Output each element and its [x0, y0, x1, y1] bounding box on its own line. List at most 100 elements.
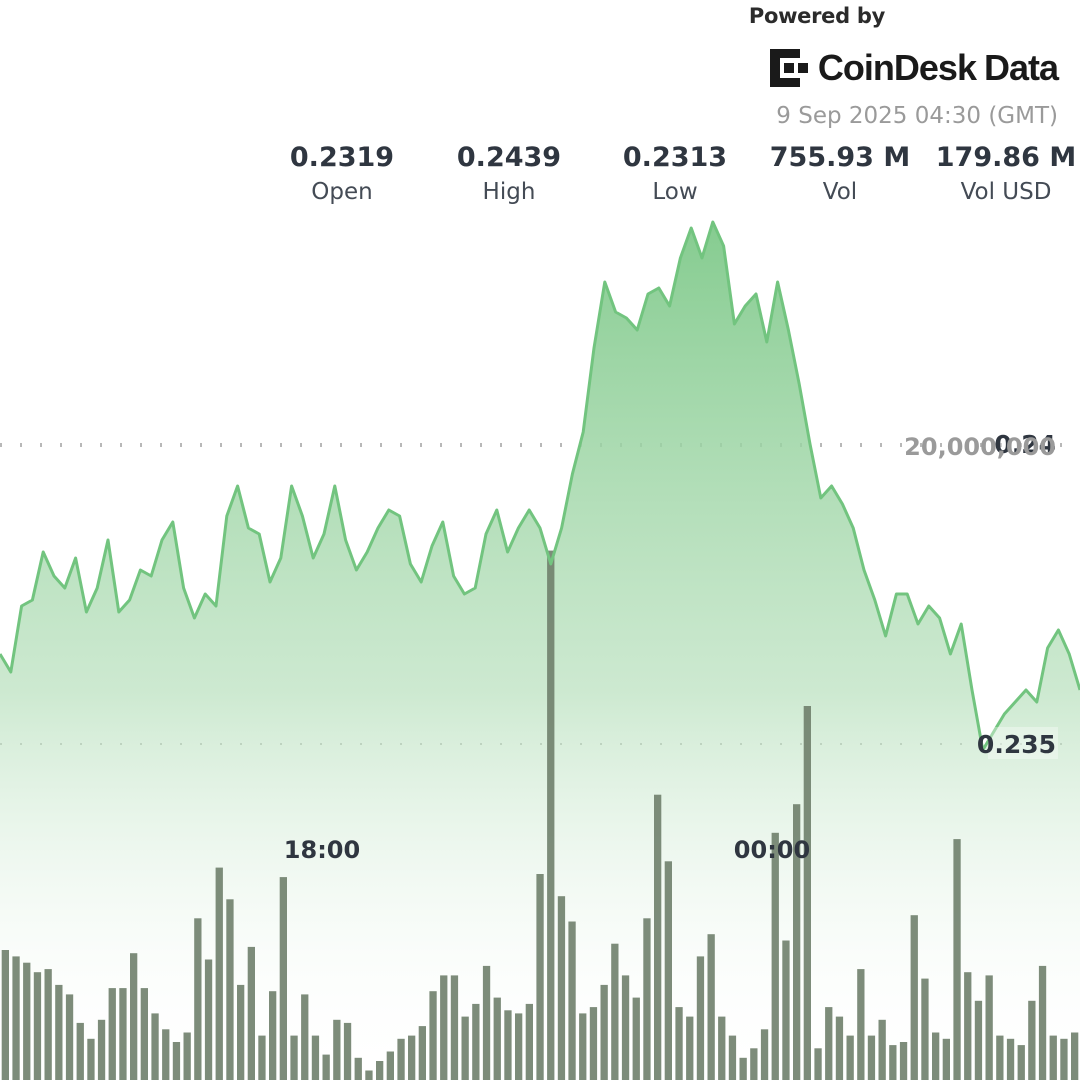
volume-bar — [140, 988, 148, 1080]
volume-bar — [33, 972, 42, 1080]
volume-bar — [696, 956, 705, 1080]
volume-bar — [643, 918, 651, 1080]
volume-bar — [194, 918, 202, 1080]
volume-bar — [760, 1029, 769, 1080]
volume-bar — [803, 706, 811, 1080]
volume-bar — [793, 804, 801, 1080]
volume-bar — [12, 956, 20, 1080]
volume-bar — [440, 975, 448, 1080]
volume-bar — [162, 1029, 170, 1080]
volume-bar — [899, 1042, 908, 1080]
volume-bar — [354, 1057, 362, 1080]
volume-bar — [515, 1013, 523, 1080]
time-axis-label: 18:00 — [284, 836, 360, 864]
volume-bar — [964, 972, 972, 1080]
volume-bar — [322, 1054, 330, 1080]
volume-tick-label: 20,000,000 — [904, 433, 1056, 461]
time-axis-label: 00:00 — [734, 836, 810, 864]
volume-bar — [867, 1035, 876, 1080]
volume-bar — [408, 1035, 416, 1080]
stat-vol-label: Vol — [822, 179, 858, 205]
volume-bar — [226, 899, 234, 1080]
volume-bar — [974, 1000, 983, 1080]
volume-bar — [985, 975, 993, 1080]
volume-bar — [301, 994, 309, 1080]
stat-low-label: Low — [652, 179, 698, 205]
brand-name: CoinDesk Data — [817, 47, 1059, 89]
volume-bar — [942, 1038, 950, 1080]
volume-bar — [654, 794, 662, 1080]
volume-bar — [600, 984, 608, 1080]
volume-bars — [1, 550, 1079, 1080]
volume-bar — [1071, 1032, 1079, 1080]
volume-bar — [568, 921, 576, 1080]
volume-bar — [183, 1032, 191, 1080]
stat-low: 0.2313 Low — [623, 142, 727, 205]
volume-bar — [151, 1013, 159, 1080]
volume-bar — [707, 934, 715, 1080]
volume-bar — [771, 832, 779, 1080]
stat-vol-value: 755.93 M — [769, 142, 911, 173]
stat-vol: 755.93 M Vol — [770, 142, 910, 205]
coindesk-data-logo[interactable]: CoinDesk Data — [768, 46, 1059, 90]
timestamp: 9 Sep 2025 04:30 (GMT) — [776, 103, 1058, 129]
stat-low-value: 0.2313 — [622, 142, 728, 173]
volume-bar — [857, 969, 865, 1080]
volume-bar — [675, 1007, 683, 1080]
volume-bar — [55, 984, 63, 1080]
volume-bar — [1060, 1038, 1068, 1080]
coindesk-logo-icon — [769, 49, 808, 87]
stat-high-label: High — [482, 179, 536, 205]
volume-bar — [119, 988, 127, 1080]
volume-bar — [996, 1035, 1004, 1080]
stat-open: 0.2319 Open — [290, 142, 394, 205]
volume-bar — [44, 969, 52, 1080]
volume-bar — [1038, 965, 1047, 1080]
volume-bar — [108, 988, 116, 1080]
volume-bar — [953, 839, 961, 1080]
volume-bar — [1017, 1045, 1025, 1080]
volume-bar — [461, 1016, 469, 1080]
volume-bar — [1006, 1038, 1015, 1080]
volume-bar — [739, 1057, 747, 1080]
volume-bar — [87, 1038, 95, 1080]
stat-open-value: 0.2319 — [289, 142, 395, 173]
powered-by-text: Powered by — [748, 4, 885, 28]
price-tick-bg — [988, 727, 1058, 759]
volume-bar — [557, 896, 566, 1080]
volume-bar — [279, 877, 287, 1080]
volume-bar — [397, 1038, 405, 1080]
volume-bar — [686, 1016, 694, 1080]
volume-bar — [825, 1007, 833, 1080]
volume-bar — [921, 978, 929, 1080]
volume-bar — [172, 1042, 181, 1080]
volume-bar — [130, 953, 138, 1080]
volume-bar — [215, 867, 223, 1080]
volume-bar — [365, 1070, 373, 1080]
volume-bar — [611, 943, 619, 1080]
volume-bar — [846, 1035, 854, 1080]
volume-bar — [1, 950, 10, 1080]
stat-vol-usd: 179.86 M Vol USD — [936, 142, 1076, 205]
volume-bar — [1028, 1000, 1036, 1080]
volume-bar — [333, 1019, 341, 1080]
stat-open-label: Open — [311, 179, 373, 205]
volume-bar — [472, 1003, 480, 1080]
brand-name-1: CoinDesk — [817, 47, 977, 88]
volume-bar — [290, 1035, 298, 1080]
volume-bar — [376, 1061, 384, 1080]
volume-bar — [493, 997, 501, 1080]
volume-bar — [664, 861, 672, 1080]
volume-bar — [536, 874, 544, 1080]
stat-vol-usd-label: Vol USD — [960, 179, 1052, 205]
volume-bar — [429, 991, 437, 1080]
volume-bar — [728, 1035, 737, 1080]
ohlc-stats: 0.2319 Open 0.2439 High 0.2313 Low 755.9… — [0, 142, 1080, 222]
price-line — [0, 220, 1080, 752]
price-tick-label: 0.24 — [994, 430, 1056, 459]
volume-bar — [482, 965, 491, 1080]
volume-bar — [204, 959, 213, 1080]
volume-bar — [237, 984, 245, 1080]
volume-bar — [450, 975, 459, 1080]
